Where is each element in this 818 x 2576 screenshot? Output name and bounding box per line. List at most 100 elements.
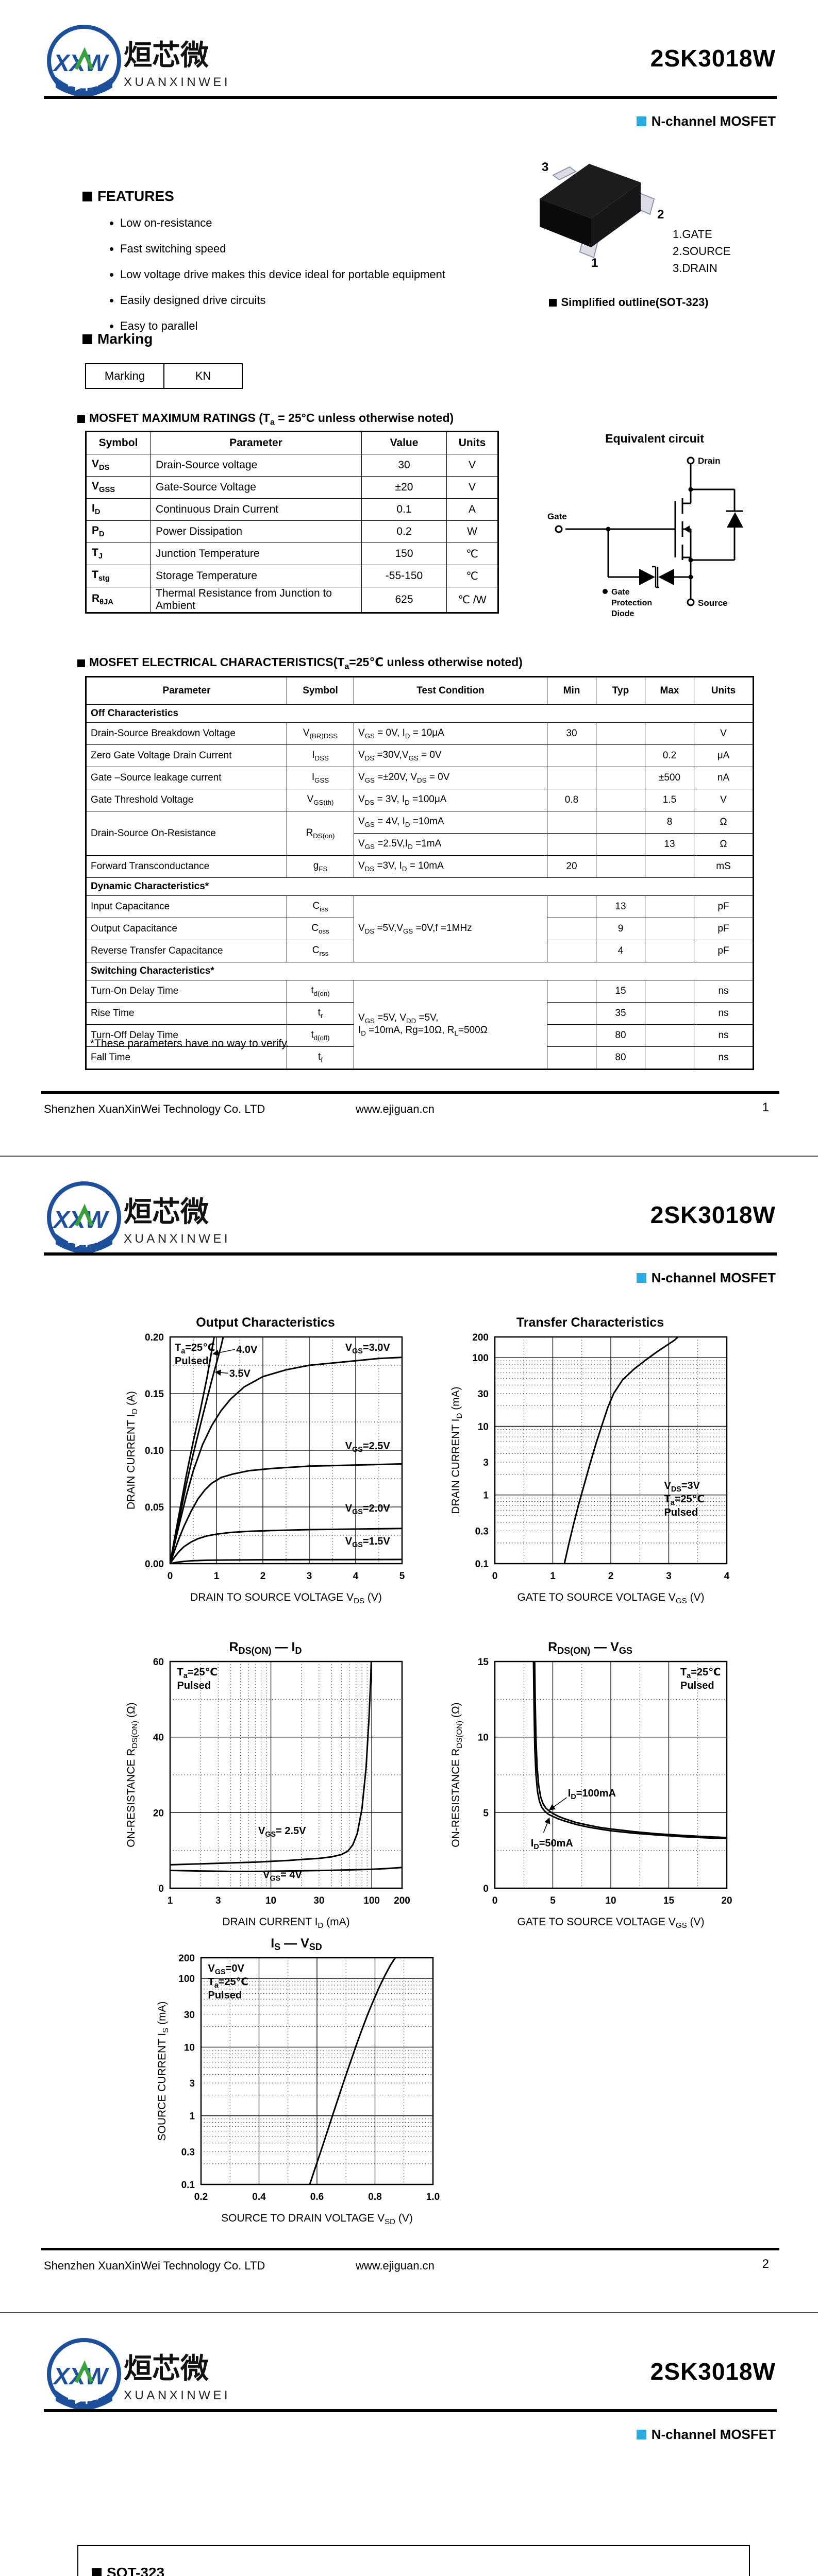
- svg-text:200: 200: [472, 1332, 489, 1343]
- table-cell: Drain-Source voltage: [150, 454, 362, 477]
- footer-website: www.ejiguan.cn: [356, 1103, 435, 1115]
- gate-zener-right-icon: [658, 569, 674, 585]
- gpd-label-3: Diode: [611, 609, 635, 618]
- table-cell: [596, 789, 645, 811]
- page-2: XXW 烜芯微 XUANXINWEI 2SK3018W N-channel MO…: [0, 1157, 818, 2313]
- svg-text:1: 1: [168, 1895, 173, 1906]
- column-header: Parameter: [150, 431, 362, 454]
- table-cell: td(off): [287, 1024, 354, 1047]
- svg-text:0.1: 0.1: [475, 1559, 489, 1570]
- svg-text:30: 30: [478, 1389, 489, 1400]
- chart-annotation: VGS= 2.5V: [258, 1825, 306, 1839]
- subtitle: N-channel MOSFET: [636, 2427, 776, 2443]
- table-cell: [645, 722, 694, 745]
- svg-text:0: 0: [492, 1895, 498, 1906]
- table-cell: VGSS: [86, 476, 151, 499]
- logo-green-mark-icon: [74, 47, 94, 70]
- logo-diode-icon: [75, 80, 87, 91]
- sot323-heading: SOT-323: [92, 2565, 164, 2576]
- page-1: XXW 烜芯微 XUANXINWEI 2SK3018W N-channel MO…: [0, 0, 818, 1157]
- svg-text:100: 100: [472, 1353, 489, 1364]
- table-cell: tr: [287, 1002, 354, 1025]
- svg-text:1.0: 1.0: [426, 2192, 440, 2202]
- table-cell: [596, 767, 645, 789]
- table-row: Drain-Source Breakdown Voltage V(BR)DSS VG…: [86, 722, 754, 745]
- page-number: 1: [762, 1100, 769, 1114]
- part-number: 2SK3018W: [650, 1201, 776, 1228]
- table-cell: 4: [596, 940, 645, 962]
- caption-square-icon: [549, 298, 557, 307]
- table-cell: Off Characteristics: [86, 704, 754, 723]
- svg-text:0.05: 0.05: [145, 1502, 164, 1513]
- table-cell: [596, 811, 645, 834]
- svg-text:0.15: 0.15: [145, 1389, 164, 1400]
- pin3-lead: [552, 166, 577, 181]
- equivalent-circuit-title: Equivalent circuit: [605, 432, 704, 445]
- pin1-number: 1: [591, 256, 598, 268]
- table-cell: Tstg: [86, 565, 151, 587]
- footer-company: Shenzhen XuanXinWei Technology Co. LTD: [44, 1103, 265, 1115]
- brand-logo: XXW 烜芯微 XUANXINWEI: [45, 1180, 241, 1259]
- pin-legend-drain: 3.DRAIN: [673, 262, 717, 275]
- max-ratings-table: Symbol Parameter Value Units VDS Drain-Source…: [85, 431, 499, 614]
- chart-annotation: VGS= 4V: [263, 1870, 303, 1883]
- pin-legend-source: 2.SOURCE: [673, 245, 731, 258]
- column-header: Max: [645, 676, 694, 705]
- page-3: XXW 烜芯微 XUANXINWEI 2SK3018W N-channel MO…: [0, 2313, 818, 2576]
- logo-en-name: XUANXINWEI: [124, 2388, 230, 2402]
- table-cell: [596, 833, 645, 856]
- features-ul: Low on-resistance Fast switching speed Low…: [106, 216, 445, 333]
- svg-text:0: 0: [483, 1884, 489, 1894]
- x-axis-label: DRAIN CURRENT ID (mA): [222, 1916, 349, 1930]
- table-cell: Coss: [287, 918, 354, 940]
- table-row: PD Power Dissipation 0.2 W: [86, 520, 498, 543]
- table-cell: [596, 744, 645, 767]
- table-cell: Crss: [287, 940, 354, 962]
- table-cell: [547, 1024, 596, 1047]
- table-row: Off Characteristics: [86, 704, 754, 723]
- table-cell: [547, 918, 596, 940]
- data-table: Parameter Symbol Test Condition Min Typ Max Un…: [85, 676, 754, 1070]
- svg-text:40: 40: [153, 1733, 164, 1743]
- table-cell: Zero Gate Voltage Drain Current: [86, 744, 287, 767]
- series-curve: [170, 1662, 372, 1866]
- column-header: Units: [446, 431, 498, 454]
- chart-annotation: VGS=2.0V: [345, 1503, 391, 1516]
- gpd-label-2: Protection: [611, 599, 652, 607]
- pin2-number: 2: [657, 208, 664, 222]
- x-axis-label: GATE TO SOURCE VOLTAGE VGS (V): [517, 1591, 705, 1605]
- table-cell: 80: [596, 1024, 645, 1047]
- series-curve: [170, 1528, 402, 1564]
- table-cell: Turn-On Delay Time: [86, 980, 287, 1003]
- table-cell: pF: [694, 895, 754, 918]
- svg-text:4: 4: [353, 1571, 359, 1582]
- features-list: Low on-resistance Fast switching speed Low…: [106, 216, 445, 345]
- table-row: Zero Gate Voltage Drain Current IDSS VDS =…: [86, 744, 754, 767]
- table-cell: Reverse Transfer Capacitance: [86, 940, 287, 962]
- svg-text:0.4: 0.4: [252, 2192, 266, 2202]
- table-cell: 0.8: [547, 789, 596, 811]
- subtitle-text: N-channel MOSFET: [651, 113, 776, 129]
- table-cell: Ω: [694, 811, 754, 834]
- table-cell: IGSS: [287, 767, 354, 789]
- table-row: TJ Junction Temperature 150 ℃: [86, 543, 498, 565]
- svg-text:0: 0: [168, 1571, 173, 1582]
- section-square-icon: [82, 191, 92, 201]
- body-diode-icon: [727, 512, 743, 528]
- table-cell: Switching Characteristics*: [86, 962, 754, 980]
- table-row: RθJA Thermal Resistance from Junction to …: [86, 587, 498, 613]
- svg-text:100: 100: [363, 1895, 380, 1906]
- svg-text:0.2: 0.2: [194, 2192, 208, 2202]
- chart-output-characteristics: 0 1 2 3 4 5 0.00 0.05 0.10 0.15 0.20 Ta=25℃ Pulsed 4.…: [121, 1311, 410, 1620]
- brand-logo-icon: XXW 烜芯微 XUANXINWEI: [47, 1181, 228, 1253]
- svg-text:1: 1: [483, 1490, 489, 1501]
- table-cell: 0.2: [645, 744, 694, 767]
- column-header: Symbol: [287, 676, 354, 705]
- table-cell: 20: [547, 855, 596, 878]
- chart-annotation: Ta=25℃: [177, 1667, 218, 1680]
- svg-text:3: 3: [215, 1895, 221, 1906]
- table-cell: TJ: [86, 543, 151, 565]
- table-cell: Continuous Drain Current: [150, 498, 362, 521]
- column-header: Units: [694, 676, 754, 705]
- table-cell: V: [446, 454, 498, 477]
